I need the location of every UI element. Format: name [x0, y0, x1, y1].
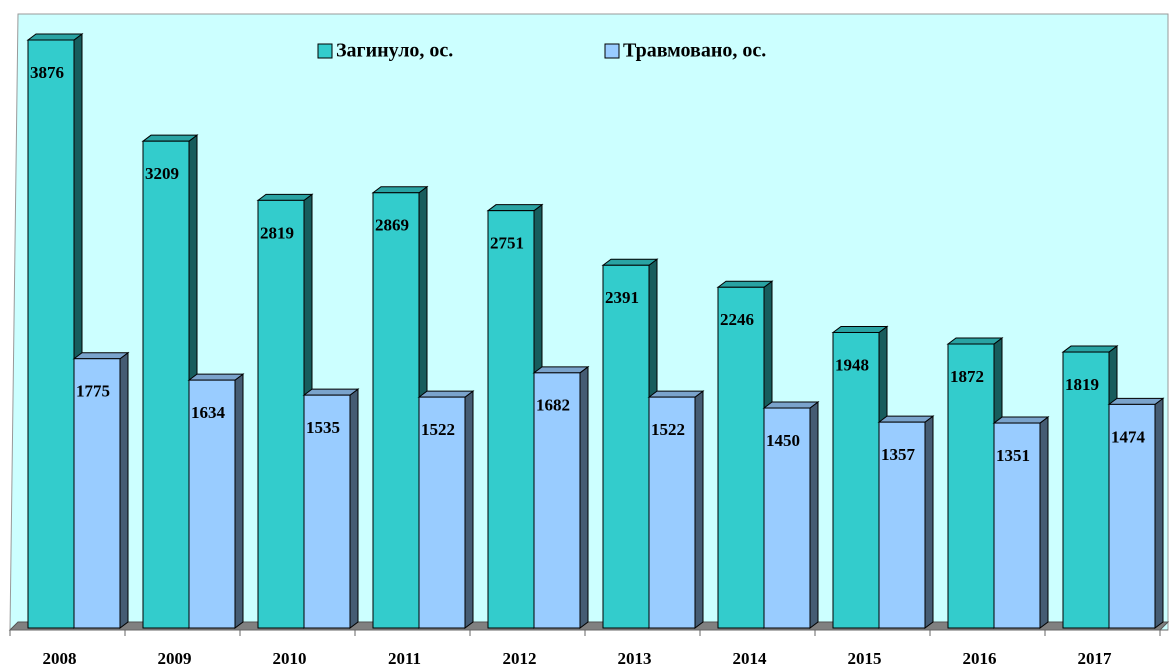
data-label: 2391 — [605, 288, 639, 307]
bar-top — [1107, 397, 1165, 405]
data-label: 1682 — [536, 396, 570, 415]
data-label: 1819 — [1065, 375, 1099, 394]
bar-side — [809, 401, 819, 629]
bar — [1108, 403, 1156, 629]
bar-top — [647, 390, 705, 398]
bar-side — [579, 365, 589, 629]
bar-top — [486, 204, 544, 212]
bar — [73, 358, 121, 629]
bar — [602, 264, 650, 629]
bar-top — [26, 33, 84, 41]
x-tick-label: 2014 — [733, 649, 768, 667]
bar-side — [464, 390, 474, 629]
data-label: 1948 — [835, 355, 869, 374]
bar — [142, 140, 190, 629]
bar-top — [256, 193, 314, 201]
bar-top — [601, 258, 659, 266]
bar — [303, 394, 351, 629]
data-label: 1450 — [766, 431, 800, 450]
bar-top — [371, 186, 429, 194]
data-label: 1357 — [881, 445, 916, 464]
legend-swatch — [317, 43, 333, 59]
bar-top — [831, 325, 889, 333]
bar — [993, 422, 1041, 629]
x-tick-label: 2009 — [158, 649, 192, 667]
data-label: 1872 — [950, 367, 984, 386]
bar — [832, 331, 880, 629]
bar-top — [992, 416, 1050, 424]
bar-top — [762, 401, 820, 409]
data-label: 1522 — [421, 420, 455, 439]
bar — [418, 396, 466, 629]
bar-side — [349, 388, 359, 629]
bar — [533, 372, 581, 629]
bar — [717, 286, 765, 629]
bar — [878, 421, 926, 629]
legend: Загинуло, ос. Травмовано, ос. — [317, 40, 766, 62]
bar — [27, 39, 75, 629]
data-label: 1634 — [191, 403, 226, 422]
bar-top — [1061, 345, 1119, 353]
bar-side — [234, 373, 244, 629]
x-tick-label: 2011 — [388, 649, 421, 667]
bar-top — [946, 337, 1004, 345]
bar — [648, 396, 696, 629]
bar-top — [187, 373, 245, 381]
bar — [257, 199, 305, 629]
legend-swatch — [604, 43, 620, 59]
bar-side — [924, 415, 934, 629]
data-label: 3876 — [30, 63, 64, 82]
x-tick-label: 2008 — [43, 649, 77, 667]
x-tick-label: 2012 — [503, 649, 537, 667]
data-label: 2869 — [375, 216, 409, 235]
bar-top — [877, 415, 935, 423]
data-label: 1535 — [306, 418, 340, 437]
data-label: 1474 — [1111, 427, 1146, 446]
data-label: 2246 — [720, 310, 754, 329]
data-label: 1522 — [651, 420, 685, 439]
bar — [487, 210, 535, 629]
bar — [1062, 351, 1110, 629]
bar-top — [716, 280, 774, 288]
bar-top — [141, 134, 199, 142]
bar — [947, 343, 995, 629]
data-label: 1351 — [996, 446, 1030, 465]
bar-top — [532, 366, 590, 374]
x-tick-label: 2017 — [1078, 649, 1113, 667]
x-tick-label: 2013 — [618, 649, 652, 667]
x-tick-label: 2010 — [273, 649, 307, 667]
bar — [763, 407, 811, 629]
legend-label: Загинуло, ос. — [336, 40, 453, 62]
x-tick-label: 2016 — [963, 649, 997, 667]
legend-label: Травмовано, ос. — [623, 40, 766, 62]
data-label: 2819 — [260, 223, 294, 242]
data-label: 3209 — [145, 164, 179, 183]
bar — [372, 192, 420, 629]
bar-side — [119, 351, 129, 629]
data-label: 2751 — [490, 234, 524, 253]
bar-top — [417, 390, 475, 398]
bar-side — [1039, 416, 1049, 629]
bar-side — [694, 390, 704, 629]
x-tick-label: 2015 — [848, 649, 882, 667]
bar-side — [1154, 397, 1164, 629]
bar — [188, 379, 236, 629]
bar-top — [72, 352, 130, 360]
data-label: 1775 — [76, 382, 110, 401]
bar-top — [302, 388, 360, 396]
